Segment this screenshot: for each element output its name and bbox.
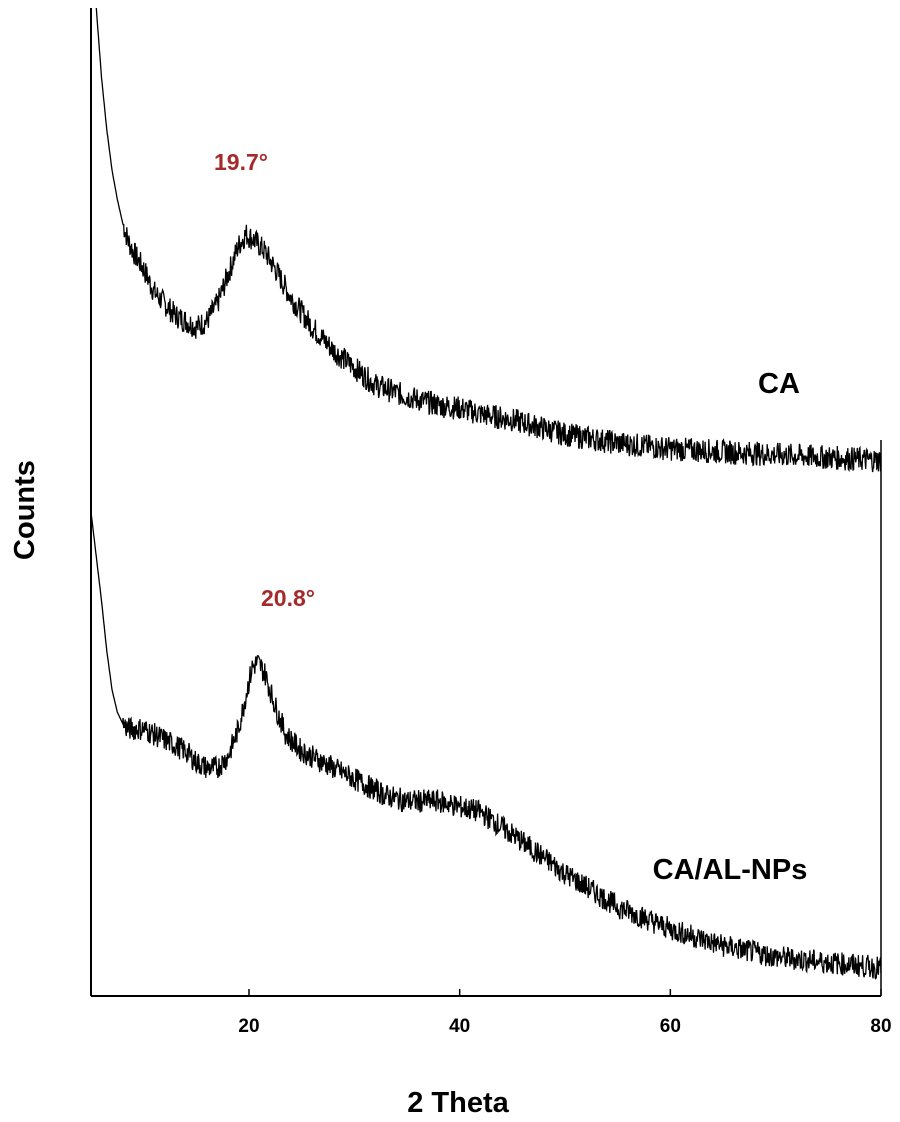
x-tick-label-60: 60 <box>660 1016 681 1037</box>
x-tick-label-40: 40 <box>449 1016 470 1037</box>
series-label-2: CA/AL-NPs <box>653 854 808 886</box>
peak-annotation-2: 20.8° <box>261 585 315 611</box>
series-line-ca <box>95 7 882 473</box>
series-label-1: CA <box>758 368 800 400</box>
x-tick-label-20: 20 <box>238 1016 259 1037</box>
series-lines <box>90 7 882 980</box>
x-axis-title: 2 Theta <box>407 1087 509 1119</box>
axes <box>90 8 882 997</box>
peak-annotation-1: 19.7° <box>214 149 268 175</box>
y-axis-title: Counts <box>9 460 41 560</box>
chart-labels: 19.7° 20.8° CA CA/AL-NPs <box>214 149 807 886</box>
x-axis-ticks: 20 40 60 80 <box>238 989 892 1037</box>
series-line-ca-al-nps <box>90 511 882 980</box>
x-tick-label-80: 80 <box>870 1016 891 1037</box>
